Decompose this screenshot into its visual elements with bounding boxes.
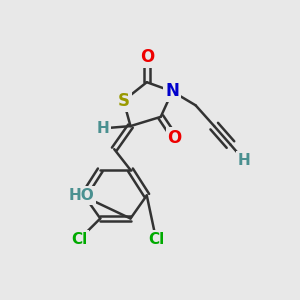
Text: Cl: Cl [71,232,88,247]
Text: HO: HO [69,188,94,203]
Text: O: O [167,129,182,147]
Text: N: N [165,82,179,100]
Text: S: S [118,92,130,110]
Text: H: H [238,153,251,168]
Text: H: H [96,121,109,136]
Text: O: O [140,48,154,66]
Text: Cl: Cl [148,232,164,247]
